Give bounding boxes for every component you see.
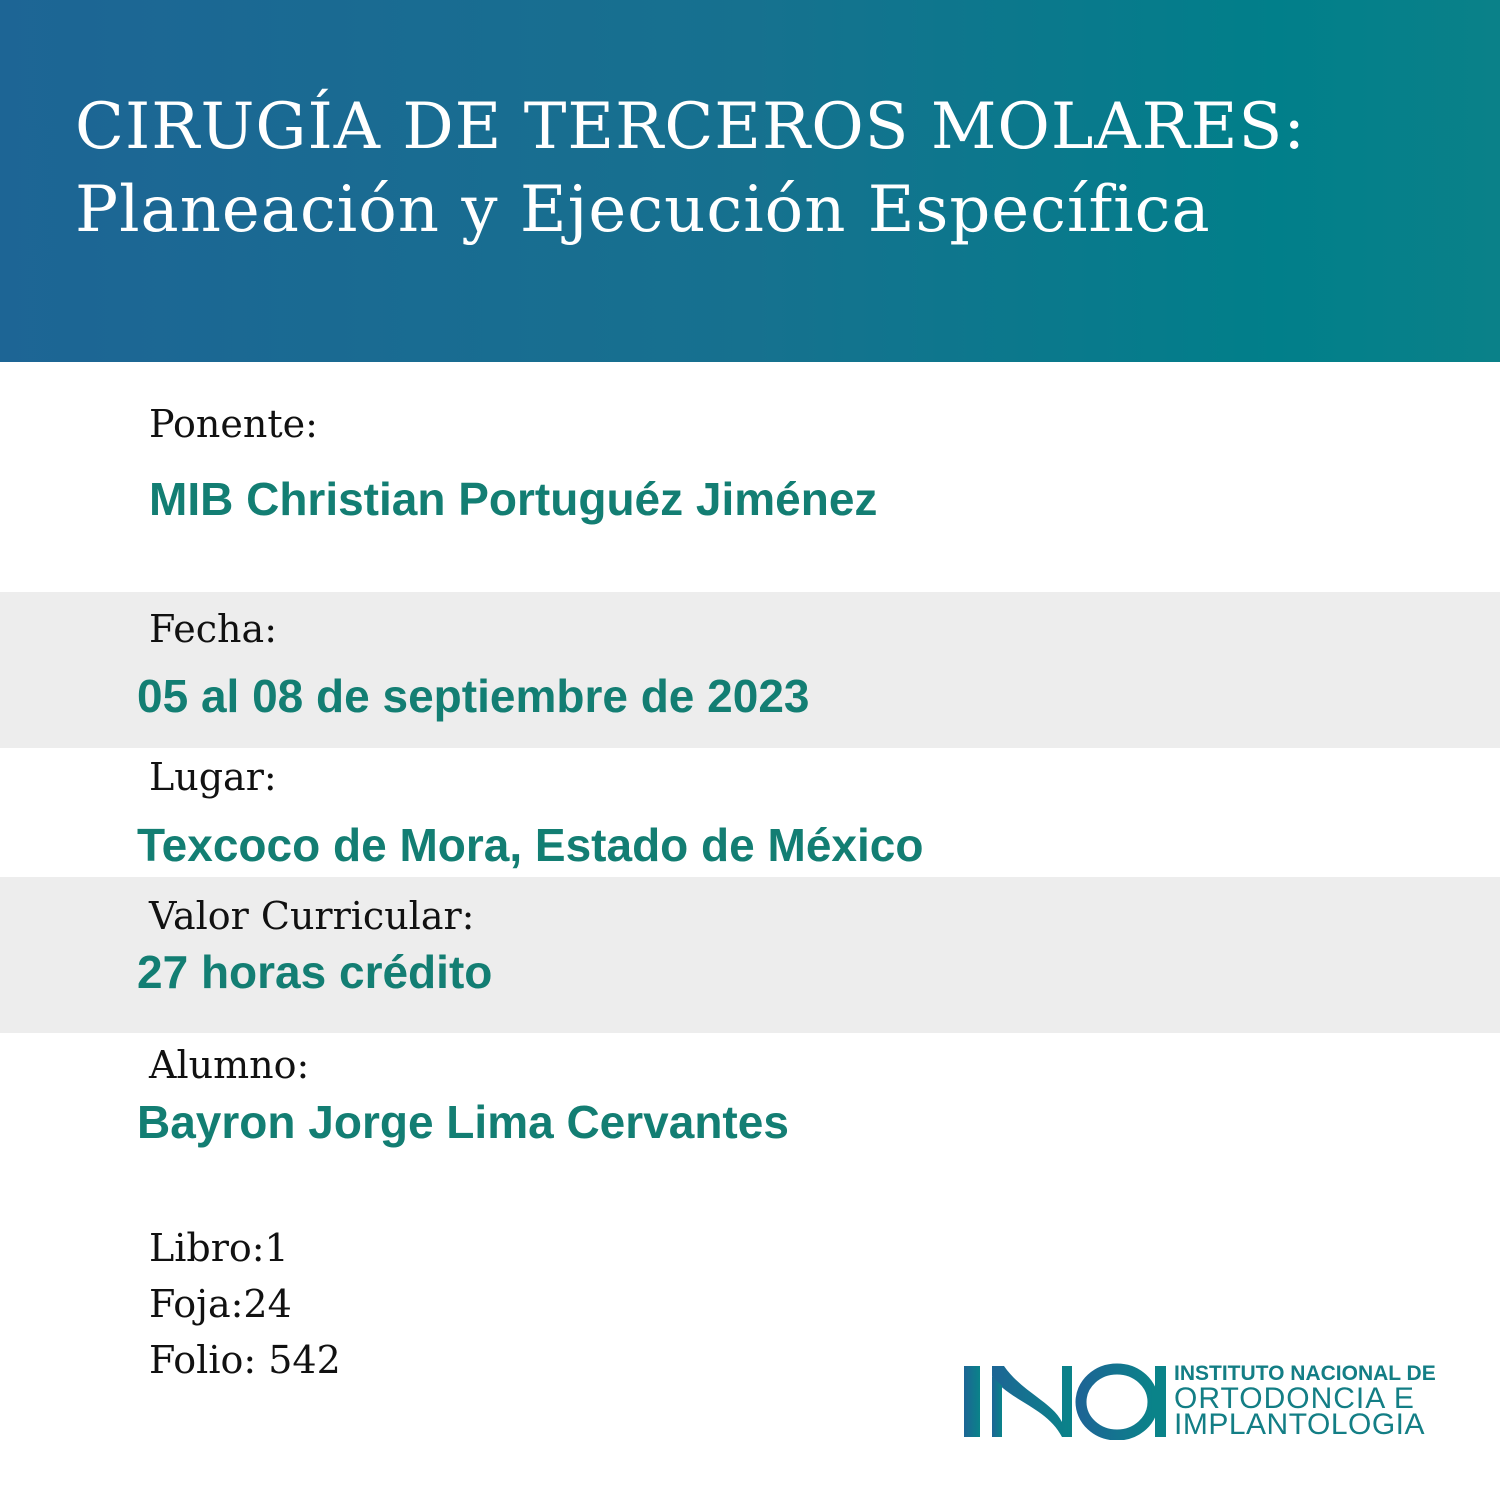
inoi-logo-mark	[964, 1363, 1166, 1440]
fecha-label: Fecha:	[149, 607, 277, 651]
lugar-label: Lugar:	[149, 755, 277, 799]
header-banner: CIRUGÍA DE TERCEROS MOLARES: Planeación …	[0, 0, 1500, 362]
folio-text: Folio: 542	[149, 1338, 341, 1382]
logo-line3: IMPLANTOLOGIA	[1174, 1408, 1426, 1441]
fecha-value: 05 al 08 de septiembre de 2023	[137, 670, 810, 722]
valor-band	[0, 877, 1500, 1033]
ponente-label: Ponente:	[149, 402, 318, 446]
fecha-band	[0, 592, 1500, 748]
alumno-label: Alumno:	[149, 1043, 310, 1087]
lugar-value: Texcoco de Mora, Estado de México	[137, 819, 924, 871]
course-title: CIRUGÍA DE TERCEROS MOLARES:	[75, 90, 1306, 164]
course-subtitle: Planeación y Ejecución Específica	[75, 173, 1211, 247]
libro-text: Libro:1	[149, 1226, 289, 1270]
logo-line2: ORTODONCIA E	[1174, 1382, 1415, 1415]
logo-line1: INSTITUTO NACIONAL DE	[1174, 1362, 1436, 1385]
foja-text: Foja:24	[149, 1282, 292, 1326]
valor-value: 27 horas crédito	[137, 946, 493, 998]
alumno-value: Bayron Jorge Lima Cervantes	[137, 1096, 789, 1148]
ponente-value: MIB Christian Portuguéz Jiménez	[149, 473, 878, 525]
valor-label: Valor Curricular:	[149, 894, 475, 938]
